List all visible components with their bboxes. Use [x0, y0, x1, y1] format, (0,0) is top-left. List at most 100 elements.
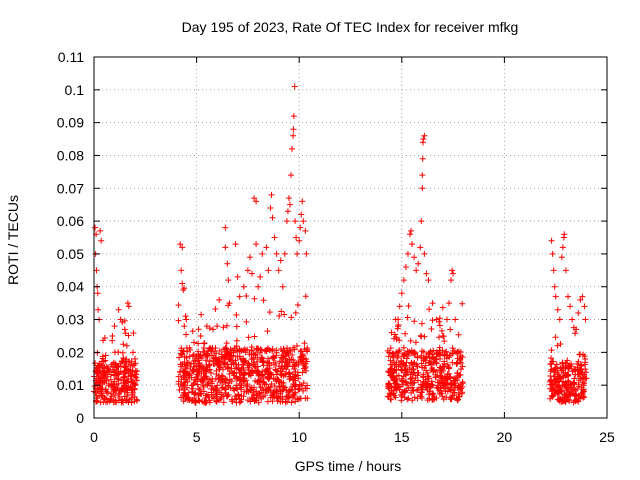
data-point — [202, 357, 209, 364]
data-point — [296, 381, 303, 388]
data-point — [434, 379, 441, 386]
data-point — [284, 208, 291, 215]
data-point — [273, 395, 280, 402]
data-point — [562, 267, 569, 274]
data-point — [265, 375, 272, 382]
data-point — [387, 345, 394, 352]
data-point — [232, 241, 239, 248]
y-tick-label: 0.09 — [57, 115, 84, 131]
data-point — [430, 368, 437, 375]
data-point — [117, 316, 124, 323]
data-point — [265, 267, 272, 274]
data-point — [290, 344, 297, 351]
data-point — [245, 334, 252, 341]
data-point — [400, 373, 407, 380]
data-point — [131, 398, 138, 405]
data-point — [121, 317, 128, 324]
data-point — [565, 371, 572, 378]
data-point — [268, 381, 275, 388]
data-point — [419, 185, 426, 192]
data-point — [190, 351, 197, 358]
y-axis-label: ROTI / TECUs — [5, 195, 21, 285]
data-point — [234, 348, 241, 355]
data-point — [561, 391, 568, 398]
data-point — [183, 362, 190, 369]
data-point — [124, 392, 131, 399]
x-tick-label: 10 — [291, 429, 307, 445]
data-point — [277, 257, 284, 264]
data-point — [279, 395, 286, 402]
data-point — [297, 224, 304, 231]
data-point — [219, 375, 226, 382]
data-point — [575, 358, 582, 365]
data-point — [566, 365, 573, 372]
data-point — [557, 341, 564, 348]
data-point — [301, 340, 308, 347]
data-point — [124, 300, 131, 307]
data-point — [206, 358, 213, 365]
data-point — [208, 348, 215, 355]
data-point — [260, 387, 267, 394]
x-tick-label: 5 — [193, 429, 201, 445]
data-point — [575, 381, 582, 388]
data-point — [299, 356, 306, 363]
data-point — [203, 361, 210, 368]
data-point — [439, 393, 446, 400]
data-point — [258, 354, 265, 361]
data-point — [180, 398, 187, 405]
data-point — [129, 367, 136, 374]
data-point — [564, 357, 571, 364]
data-point — [287, 172, 294, 179]
data-point — [197, 352, 204, 359]
data-point — [292, 398, 299, 405]
data-point — [459, 379, 466, 386]
data-point — [445, 300, 452, 307]
data-point — [439, 304, 446, 311]
data-point — [458, 366, 465, 373]
data-point — [302, 293, 309, 300]
data-point — [115, 306, 122, 313]
data-point — [555, 371, 562, 378]
data-point — [551, 390, 558, 397]
data-point — [582, 366, 589, 373]
data-point — [398, 391, 405, 398]
data-point — [441, 358, 448, 365]
data-point — [420, 371, 427, 378]
data-point — [409, 397, 416, 404]
data-point — [250, 369, 257, 376]
data-point — [181, 323, 188, 330]
data-point — [451, 389, 458, 396]
data-point — [228, 347, 235, 354]
data-point — [281, 250, 288, 257]
data-point — [421, 250, 428, 257]
data-point — [233, 373, 240, 380]
data-point — [408, 379, 415, 386]
data-point — [408, 349, 415, 356]
data-point — [121, 377, 128, 384]
data-point — [197, 332, 204, 339]
data-point — [253, 345, 260, 352]
data-point — [436, 322, 443, 329]
data-point — [389, 350, 396, 357]
data-point — [419, 155, 426, 162]
data-point — [183, 316, 190, 323]
data-point — [582, 356, 589, 363]
data-point — [254, 363, 261, 370]
data-point — [179, 280, 186, 287]
data-point — [413, 267, 420, 274]
x-tick-label: 0 — [90, 429, 98, 445]
data-point — [447, 381, 454, 388]
data-point — [220, 399, 227, 406]
data-point — [401, 363, 408, 370]
data-point — [95, 306, 102, 313]
data-point — [243, 318, 250, 325]
data-point — [103, 395, 110, 402]
data-point — [406, 364, 413, 371]
data-point — [131, 380, 138, 387]
data-point — [226, 300, 233, 307]
data-point — [280, 345, 287, 352]
data-point — [452, 377, 459, 384]
data-point — [556, 375, 563, 382]
data-point — [113, 387, 120, 394]
data-point — [196, 368, 203, 375]
